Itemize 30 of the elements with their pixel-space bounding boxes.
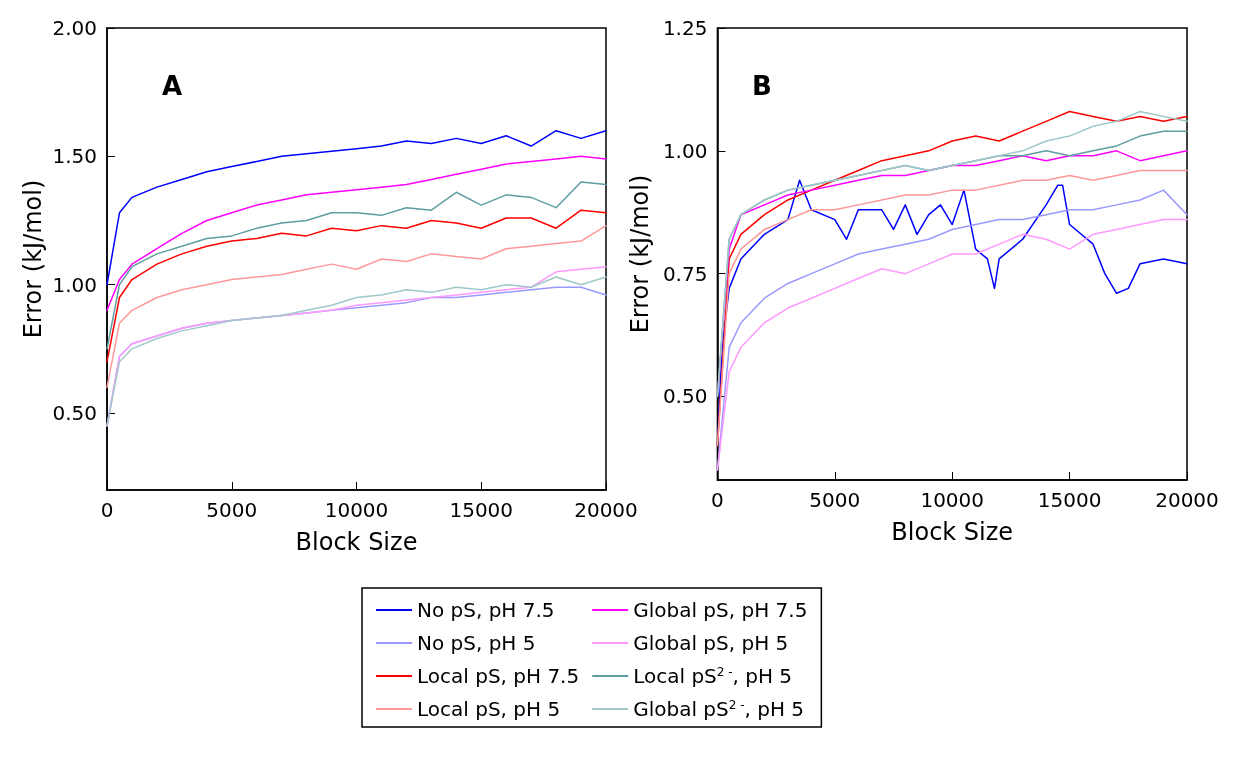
y-tick-label: 2.00 [52, 16, 97, 40]
y-tick-label: 1.00 [662, 138, 708, 163]
y-tick-label: 1.00 [52, 272, 97, 297]
y-tick-label: 0.75 [662, 261, 708, 286]
x-tick-label: 15000 [449, 498, 514, 522]
annotation: B [752, 71, 772, 101]
legend-label: Global pS, pH 5 [633, 631, 789, 655]
legend-label: Local pS, pH 5 [417, 697, 561, 721]
x-axis-title: Block Size [295, 528, 418, 556]
x-tick-label: 10000 [324, 498, 389, 522]
legend-label: No pS, pH 5 [417, 631, 536, 655]
x-tick-label: 0 [100, 498, 114, 522]
x-tick-label: 5000 [206, 498, 258, 522]
x-tick-label: 0 [711, 488, 724, 512]
y-tick-label: 1.50 [52, 144, 97, 169]
legend-label: Global pS, pH 7.5 [633, 598, 808, 622]
x-tick-label: 15000 [1037, 488, 1102, 512]
x-axis-title: Block Size [891, 518, 1014, 546]
y-axis-title: Error (kJ/mol) [626, 174, 654, 334]
annotation: A [162, 71, 183, 101]
legend-label: No pS, pH 7.5 [417, 598, 555, 622]
y-tick-label: 0.50 [662, 384, 708, 409]
y-tick-label: 0.50 [52, 401, 97, 425]
y-axis-title: Error (kJ/mol) [19, 179, 47, 339]
legend-label: Local pS, pH 7.5 [417, 664, 580, 688]
x-tick-label: 10000 [920, 488, 985, 512]
x-tick-label: 20000 [574, 498, 638, 522]
x-tick-label: 20000 [1155, 488, 1219, 512]
x-tick-label: 5000 [809, 488, 861, 512]
y-tick-label: 1.25 [662, 16, 708, 40]
